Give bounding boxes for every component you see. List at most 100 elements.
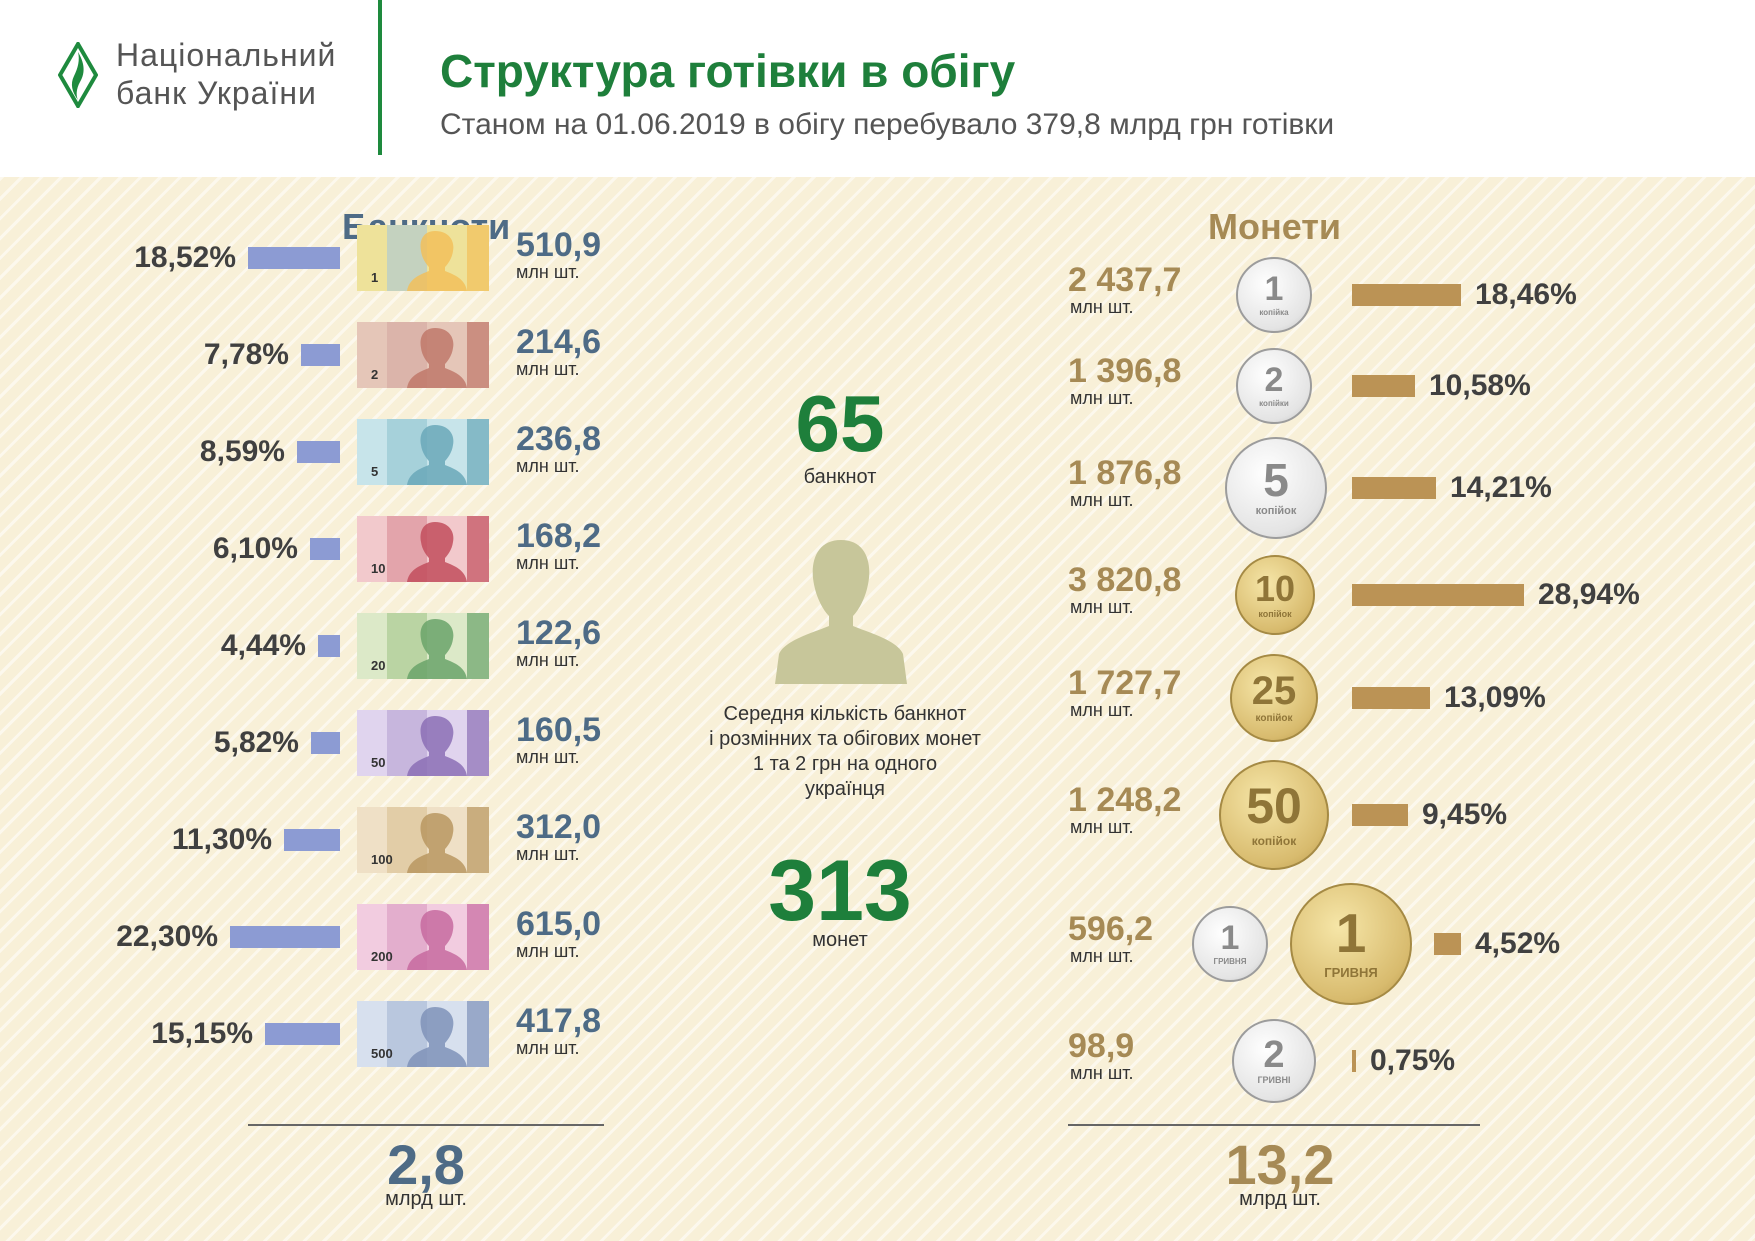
coin-word: ГРИВНЯ bbox=[1324, 965, 1378, 980]
coin-count-value: 2 437,7 bbox=[1068, 261, 1182, 299]
coin-percent-label: 10,58% bbox=[1429, 369, 1531, 402]
coin-count-unit: млн шт. bbox=[1070, 817, 1134, 837]
logo-line-2: банк України bbox=[116, 75, 317, 111]
banknote-denomination: 2 bbox=[371, 367, 379, 382]
nbu-logo-icon bbox=[58, 42, 98, 108]
banknote-image: 1 bbox=[357, 225, 489, 291]
banknote-count-unit: млн шт. bbox=[516, 844, 580, 864]
coin-denomination: 1 bbox=[1220, 919, 1240, 957]
banknote-denomination: 200 bbox=[371, 949, 393, 964]
coin-denomination: 25 bbox=[1251, 669, 1297, 713]
coin-count-value: 596,2 bbox=[1068, 910, 1154, 948]
coin-image: 5 копійок bbox=[1225, 437, 1327, 539]
coin-percent-label: 13,09% bbox=[1444, 681, 1546, 714]
banknote-image: 50 bbox=[357, 710, 489, 776]
coins-total: 13,2 bbox=[1225, 1133, 1335, 1196]
banknote-bar bbox=[230, 926, 340, 948]
coin-word: копійок bbox=[1255, 713, 1293, 724]
banknote-count-unit: млн шт. bbox=[516, 262, 580, 282]
coin-percent-label: 0,75% bbox=[1370, 1044, 1456, 1077]
coin-count-value: 1 876,8 bbox=[1068, 454, 1182, 492]
coin-percent-label: 18,46% bbox=[1475, 278, 1577, 311]
coin-bar bbox=[1352, 804, 1408, 826]
coin-denomination: 10 bbox=[1254, 568, 1296, 609]
coin-image: 2 ГРИВНІ bbox=[1232, 1019, 1316, 1103]
coin-bar bbox=[1434, 933, 1461, 955]
coin-bar bbox=[1352, 687, 1430, 709]
coin-percent-label: 28,94% bbox=[1538, 578, 1640, 611]
coin-bar bbox=[1352, 1050, 1356, 1072]
banknote-percent-label: 15,15% bbox=[151, 1017, 253, 1050]
banknote-bar bbox=[310, 538, 340, 560]
coin-count-value: 1 396,8 bbox=[1068, 352, 1182, 390]
coin-image: 2 копійки bbox=[1236, 348, 1312, 424]
banknotes-per-person-number: 65 bbox=[795, 379, 885, 468]
banknote-image: 500 bbox=[357, 1001, 489, 1067]
banknote-count-value: 214,6 bbox=[516, 323, 602, 361]
coin-denomination: 5 bbox=[1263, 454, 1289, 506]
banknote-image: 20 bbox=[357, 613, 489, 679]
person-icon bbox=[775, 540, 907, 684]
coin-count-unit: млн шт. bbox=[1070, 946, 1134, 966]
coin-image: 25 копійок bbox=[1230, 654, 1318, 742]
coin-denomination: 2 bbox=[1263, 1034, 1285, 1076]
banknote-bar bbox=[284, 829, 340, 851]
description-line: Середня кількість банкнот bbox=[723, 703, 967, 725]
coin-percent-label: 14,21% bbox=[1450, 471, 1552, 504]
banknote-bar bbox=[311, 732, 340, 754]
banknote-count-unit: млн шт. bbox=[516, 456, 580, 476]
coins-total-divider bbox=[1068, 1124, 1480, 1126]
coin-denomination: 50 bbox=[1246, 778, 1302, 834]
banknotes-total-unit: млрд шт. bbox=[385, 1188, 467, 1210]
coin-count-unit: млн шт. bbox=[1070, 597, 1134, 617]
coin-word: копійок bbox=[1258, 609, 1292, 619]
coin-bar bbox=[1352, 375, 1415, 397]
coin-count-unit: млн шт. bbox=[1070, 297, 1134, 317]
banknote-image: 5 bbox=[357, 419, 489, 485]
coin-word: копійки bbox=[1259, 399, 1289, 408]
banknote-count-value: 417,8 bbox=[516, 1002, 602, 1040]
page-title: Структура готівки в обігу bbox=[440, 45, 1016, 97]
banknote-count-unit: млн шт. bbox=[516, 1038, 580, 1058]
banknote-percent-label: 8,59% bbox=[199, 435, 285, 468]
banknote-count-unit: млн шт. bbox=[516, 650, 580, 670]
coin-percent-label: 4,52% bbox=[1475, 927, 1561, 960]
banknotes-total-divider bbox=[248, 1124, 604, 1126]
banknote-count-value: 510,9 bbox=[516, 226, 602, 264]
coin-word: копійка bbox=[1259, 308, 1289, 317]
banknote-percent-label: 18,52% bbox=[134, 241, 236, 274]
coins-total-unit: млрд шт. bbox=[1239, 1188, 1321, 1210]
logo-line-1: Національний bbox=[116, 37, 337, 73]
coin-word: ГРИВНЯ bbox=[1213, 957, 1247, 966]
banknote-percent-label: 6,10% bbox=[212, 532, 298, 565]
coins-per-person-label: монет bbox=[812, 929, 868, 951]
coin-image: 1 ГРИВНЯ bbox=[1290, 883, 1412, 1005]
banknote-count-value: 312,0 bbox=[516, 808, 602, 846]
coins-title: Монети bbox=[1208, 206, 1342, 247]
header: Національний банк України Структура готі… bbox=[0, 0, 1755, 177]
banknote-count-value: 168,2 bbox=[516, 517, 602, 555]
banknote-bar bbox=[248, 247, 340, 269]
coin-count-unit: млн шт. bbox=[1070, 388, 1134, 408]
banknote-count-unit: млн шт. bbox=[516, 359, 580, 379]
banknotes-per-person-label: банкнот bbox=[803, 466, 877, 488]
coin-word: копійок bbox=[1251, 834, 1297, 848]
banknote-denomination: 5 bbox=[371, 464, 379, 479]
banknote-count-unit: млн шт. bbox=[516, 941, 580, 961]
coin-image: 10 копійок bbox=[1235, 555, 1315, 635]
coin-denomination: 2 bbox=[1264, 361, 1284, 399]
banknote-count-value: 615,0 bbox=[516, 905, 602, 943]
banknote-bar bbox=[297, 441, 340, 463]
description-line: українця bbox=[805, 778, 885, 800]
banknote-percent-label: 5,82% bbox=[213, 726, 299, 759]
banknote-denomination: 1 bbox=[371, 270, 379, 285]
banknote-percent-label: 22,30% bbox=[116, 920, 218, 953]
page-subtitle: Станом на 01.06.2019 в обігу перебувало … bbox=[440, 108, 1335, 141]
banknote-image: 2 bbox=[357, 322, 489, 388]
banknote-bar bbox=[265, 1023, 340, 1045]
coin-count-value: 1 248,2 bbox=[1068, 781, 1182, 819]
banknote-count-value: 160,5 bbox=[516, 711, 602, 749]
banknote-image: 100 bbox=[357, 807, 489, 873]
infographic-area bbox=[0, 177, 1755, 1241]
coin-count-unit: млн шт. bbox=[1070, 700, 1134, 720]
